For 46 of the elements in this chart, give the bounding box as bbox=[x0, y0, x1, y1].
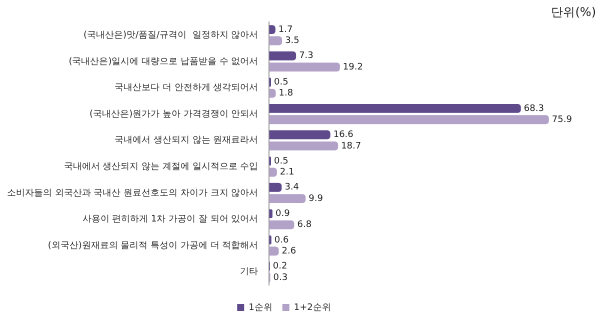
y-tick-label: 소비자들의 외국산과 국내산 원료선호도의 차이가 크지 않아서 bbox=[6, 188, 258, 198]
bar bbox=[269, 209, 272, 218]
legend-label: 1순위 bbox=[248, 302, 272, 313]
data-label: 1.7 bbox=[278, 24, 293, 35]
data-label: 2.1 bbox=[280, 168, 294, 178]
data-label: 75.9 bbox=[552, 114, 572, 125]
bar bbox=[269, 194, 306, 204]
bar bbox=[269, 182, 282, 192]
data-label: 3.4 bbox=[284, 182, 300, 193]
data-label: 6.8 bbox=[297, 220, 312, 230]
data-label: 2.6 bbox=[282, 246, 296, 256]
data-label: 9.9 bbox=[308, 194, 324, 204]
data-label: 0.9 bbox=[275, 209, 290, 220]
data-label: 0.6 bbox=[274, 235, 289, 246]
y-tick-label: 국내에서 생산되지 않는 원재료라서 bbox=[114, 136, 258, 146]
legend-label: 1+2순위 bbox=[294, 302, 331, 313]
bar bbox=[269, 115, 549, 124]
data-label: 0.5 bbox=[274, 156, 288, 166]
data-label: 68.3 bbox=[524, 104, 544, 114]
data-label: 1.8 bbox=[278, 88, 294, 99]
y-tick-label: 기타 bbox=[240, 267, 258, 278]
y-tick-label: (국내산은)원가가 높아 가격경쟁이 안되서 bbox=[90, 109, 258, 120]
data-label: 16.6 bbox=[333, 130, 354, 140]
data-label: 0.2 bbox=[272, 262, 288, 272]
y-tick-label: 국내산보다 더 안전하게 생각되어서 bbox=[114, 83, 258, 94]
bar bbox=[269, 51, 296, 60]
data-label: 7.3 bbox=[299, 51, 314, 62]
bar bbox=[269, 104, 521, 113]
text: 단위(%) bbox=[551, 4, 596, 21]
bar bbox=[269, 130, 330, 140]
y-tick-label: 국내에서 생산되지 않는 계절에 일시적으로 수입 bbox=[64, 162, 258, 172]
bar bbox=[269, 220, 294, 230]
bar bbox=[269, 168, 277, 177]
y-tick-label: (국내산은)일시에 대량으로 납품받을 수 없어서 bbox=[68, 56, 258, 67]
data-label: 3.5 bbox=[285, 36, 300, 46]
bar bbox=[269, 62, 340, 72]
bar bbox=[269, 141, 338, 150]
bar bbox=[269, 246, 279, 256]
y-tick-label: 사용이 편히하게 1차 가공이 잘 되어 있어서 bbox=[82, 214, 258, 225]
data-label: 18.7 bbox=[341, 141, 362, 152]
y-tick-label: (외국산)원재료의 물리적 특성이 가공에 더 적합해서 bbox=[48, 240, 258, 251]
data-label: 19.2 bbox=[342, 62, 363, 72]
data-label: 0.3 bbox=[273, 272, 288, 283]
y-tick-label: (국내산은)맛/품질/규격이 일정하지 않아서 bbox=[83, 30, 258, 40]
data-label: 0.5 bbox=[274, 78, 288, 88]
bar bbox=[269, 36, 282, 46]
